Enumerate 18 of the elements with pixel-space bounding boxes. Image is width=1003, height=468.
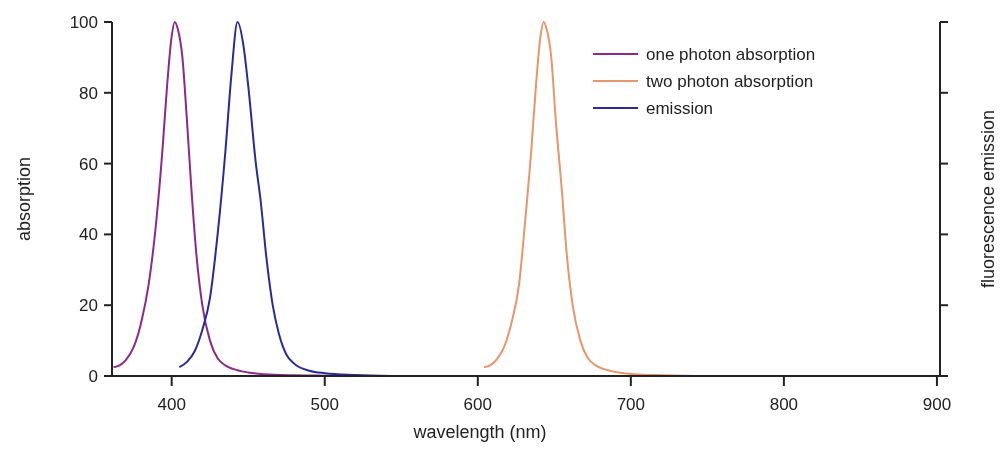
y-tick-label: 60: [79, 154, 98, 174]
x-tick-label: 700: [616, 395, 646, 414]
legend-label: two photon absorption: [646, 71, 814, 91]
x-tick-label: 400: [157, 395, 186, 414]
y-tick-label: 20: [79, 296, 98, 316]
y-tick-label: 0: [88, 366, 98, 386]
y-tick-label: 100: [69, 12, 98, 32]
x-tick-label: 800: [769, 395, 799, 414]
x-tick-label: 600: [463, 395, 492, 414]
y-axis-title: absorption: [14, 156, 34, 242]
legend-label: emission: [646, 98, 714, 118]
x-tick-label: 500: [310, 395, 339, 414]
x-tick-label: 900: [922, 395, 952, 414]
x-axis-title: wavelength (nm): [412, 422, 547, 442]
legend-label: one photon absorption: [646, 44, 816, 64]
y-tick-label: 40: [79, 225, 98, 245]
y2-axis-title: fluorescence emission: [978, 109, 998, 289]
y-tick-label: 80: [79, 83, 98, 103]
